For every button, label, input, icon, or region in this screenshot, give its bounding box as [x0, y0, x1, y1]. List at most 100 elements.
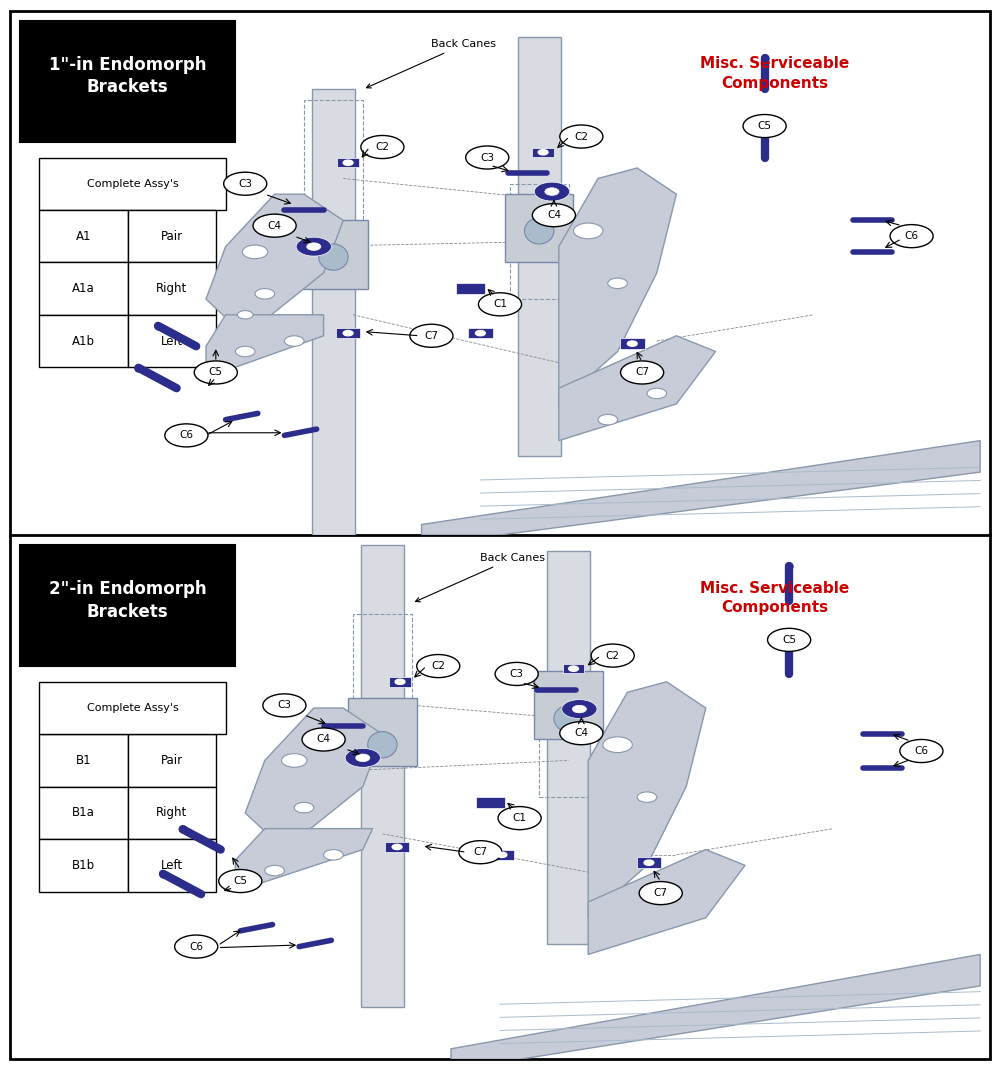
Text: C4: C4	[574, 729, 588, 738]
Bar	[128, 315, 216, 367]
Circle shape	[644, 860, 654, 866]
Ellipse shape	[319, 244, 348, 271]
Circle shape	[345, 748, 380, 767]
Circle shape	[175, 935, 218, 958]
Circle shape	[639, 882, 682, 904]
Circle shape	[296, 238, 331, 256]
Bar	[547, 551, 590, 944]
Circle shape	[294, 802, 314, 813]
Text: C7: C7	[424, 331, 438, 340]
Text: Right: Right	[156, 807, 187, 820]
Text: C6: C6	[905, 231, 919, 241]
Text: C6: C6	[914, 746, 928, 756]
Text: C2: C2	[431, 661, 445, 671]
Bar	[39, 210, 128, 262]
Ellipse shape	[368, 732, 397, 758]
Polygon shape	[559, 168, 676, 403]
Bar	[518, 36, 561, 456]
Text: C6: C6	[189, 942, 203, 951]
Polygon shape	[235, 828, 373, 891]
Text: C3: C3	[510, 669, 524, 679]
Circle shape	[545, 188, 559, 196]
Circle shape	[603, 737, 632, 752]
Bar	[620, 338, 645, 349]
Text: Left: Left	[161, 335, 183, 348]
Polygon shape	[245, 708, 382, 850]
Text: B1b: B1b	[72, 859, 95, 872]
FancyBboxPatch shape	[20, 546, 235, 666]
Bar	[361, 546, 404, 1007]
Bar	[128, 734, 216, 786]
Circle shape	[343, 331, 353, 336]
Text: C4: C4	[317, 734, 331, 745]
Bar	[39, 839, 128, 891]
Circle shape	[637, 792, 657, 802]
Circle shape	[194, 361, 237, 384]
Circle shape	[560, 125, 603, 148]
Text: A1b: A1b	[72, 335, 95, 348]
Polygon shape	[422, 441, 980, 535]
Text: B1: B1	[76, 754, 91, 767]
Circle shape	[573, 223, 603, 239]
Text: Back Canes: Back Canes	[415, 553, 545, 601]
Text: C3: C3	[277, 701, 291, 710]
Bar	[128, 262, 216, 315]
Bar	[532, 148, 554, 157]
Circle shape	[361, 136, 404, 158]
Circle shape	[307, 243, 321, 250]
Text: C7: C7	[654, 888, 668, 898]
Text: Pair: Pair	[161, 754, 183, 767]
Bar	[505, 195, 573, 262]
Bar	[336, 327, 360, 338]
Bar	[39, 157, 226, 210]
Circle shape	[621, 361, 664, 384]
Bar	[385, 842, 409, 852]
Circle shape	[237, 310, 253, 319]
Bar	[39, 682, 226, 734]
Circle shape	[572, 705, 586, 713]
Text: Complete Assy's: Complete Assy's	[87, 179, 178, 188]
Text: C3: C3	[238, 179, 252, 188]
Polygon shape	[559, 336, 716, 441]
Polygon shape	[206, 315, 324, 378]
Circle shape	[498, 807, 541, 829]
Bar	[39, 734, 128, 786]
Text: 1"-in Endomorph
Brackets: 1"-in Endomorph Brackets	[49, 56, 206, 96]
Bar	[637, 857, 661, 868]
Circle shape	[263, 693, 306, 717]
Text: Misc. Serviceable
Components: Misc. Serviceable Components	[700, 581, 849, 615]
Circle shape	[478, 293, 522, 316]
Ellipse shape	[554, 705, 583, 732]
Polygon shape	[588, 682, 706, 918]
Circle shape	[224, 172, 267, 195]
Circle shape	[417, 655, 460, 677]
Polygon shape	[206, 195, 343, 336]
Circle shape	[265, 866, 284, 875]
Text: C7: C7	[473, 847, 487, 857]
Text: Misc. Serviceable
Components: Misc. Serviceable Components	[700, 57, 849, 91]
Text: Back Canes: Back Canes	[366, 40, 496, 88]
Bar	[39, 786, 128, 839]
Text: C3: C3	[480, 153, 494, 163]
Circle shape	[608, 278, 627, 289]
Text: C1: C1	[493, 300, 507, 309]
FancyBboxPatch shape	[20, 21, 235, 142]
Text: Left: Left	[161, 859, 183, 872]
Bar	[337, 158, 359, 168]
Circle shape	[356, 754, 370, 762]
Circle shape	[743, 114, 786, 138]
Ellipse shape	[524, 218, 554, 244]
Bar	[348, 698, 417, 766]
Circle shape	[495, 662, 538, 686]
Circle shape	[395, 679, 405, 685]
Text: Complete Assy's: Complete Assy's	[87, 703, 178, 713]
Bar	[490, 850, 514, 860]
Circle shape	[569, 666, 578, 671]
Bar	[299, 220, 368, 289]
Text: C2: C2	[574, 132, 588, 141]
Circle shape	[476, 331, 485, 336]
Circle shape	[459, 841, 502, 863]
Text: C4: C4	[268, 220, 282, 231]
Circle shape	[410, 324, 453, 348]
Text: A1a: A1a	[72, 282, 95, 295]
